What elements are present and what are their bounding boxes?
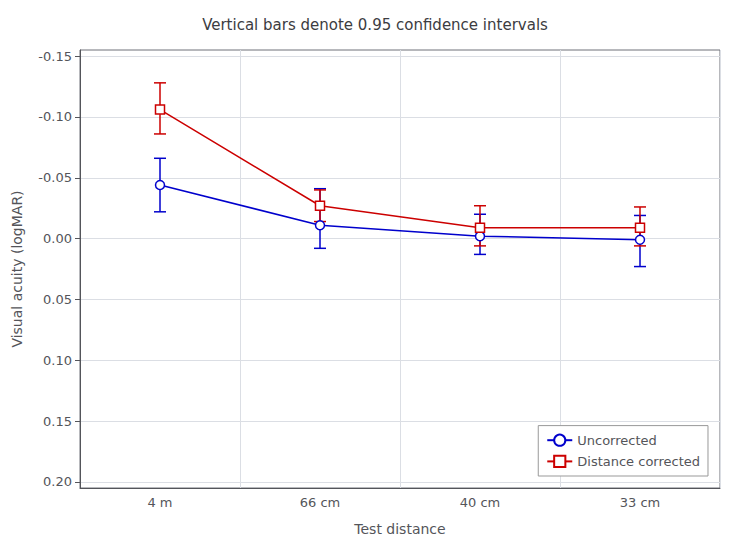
svg-text:0.15: 0.15 [43,414,72,429]
svg-text:-0.15: -0.15 [38,49,72,64]
svg-text:Uncorrected: Uncorrected [577,433,657,448]
svg-text:Distance corrected: Distance corrected [577,454,700,469]
svg-text:0.10: 0.10 [43,353,72,368]
svg-text:33 cm: 33 cm [620,495,661,510]
svg-text:-0.05: -0.05 [38,170,72,185]
svg-text:40 cm: 40 cm [460,495,501,510]
svg-text:66 cm: 66 cm [300,495,341,510]
svg-text:0.20: 0.20 [43,474,72,489]
svg-text:Test distance: Test distance [353,521,445,537]
svg-text:0.05: 0.05 [43,292,72,307]
svg-text:4 m: 4 m [147,495,172,510]
svg-text:Vertical bars denote 0.95 conf: Vertical bars denote 0.95 confidence int… [202,16,548,34]
svg-text:Visual acuity (logMAR): Visual acuity (logMAR) [9,190,25,347]
svg-text:-0.10: -0.10 [38,109,72,124]
svg-text:0.00: 0.00 [43,231,72,246]
